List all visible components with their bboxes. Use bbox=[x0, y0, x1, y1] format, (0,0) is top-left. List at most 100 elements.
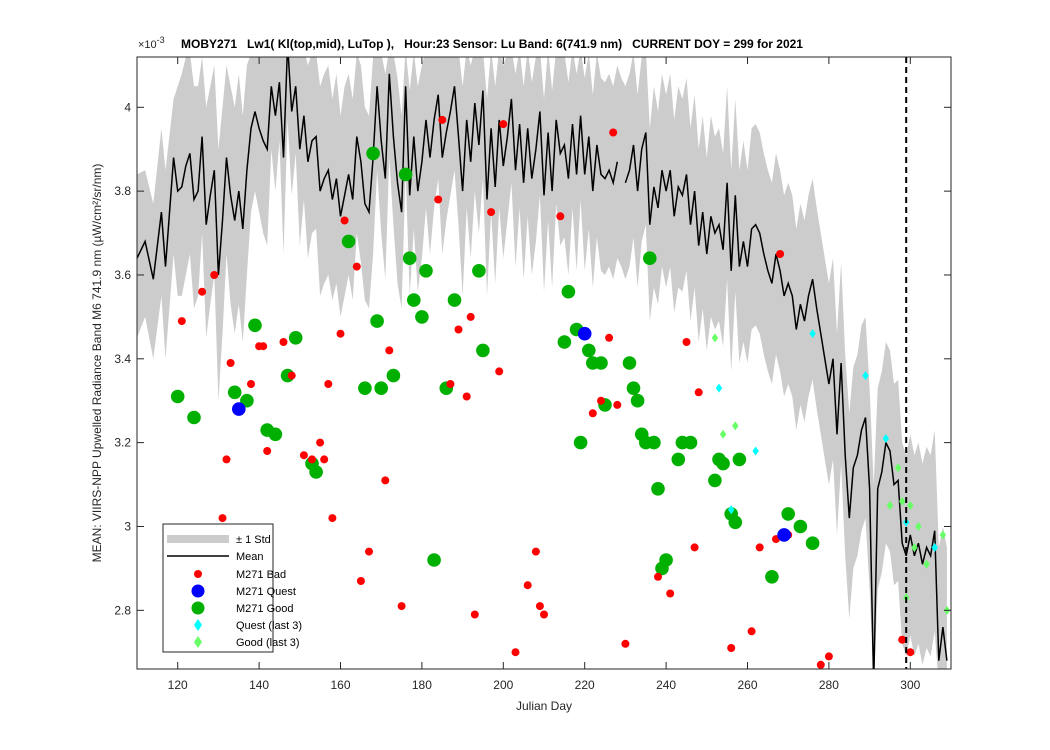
good-point bbox=[793, 519, 808, 534]
good-point bbox=[187, 410, 201, 425]
good-point bbox=[671, 452, 686, 467]
bad-point bbox=[218, 514, 227, 523]
bad-point bbox=[690, 543, 699, 552]
bad-point bbox=[613, 400, 622, 409]
good-last3-point bbox=[732, 421, 739, 431]
mean-line-layer bbox=[137, 57, 948, 669]
good-point bbox=[659, 553, 673, 567]
good-point bbox=[573, 435, 588, 450]
good-point bbox=[805, 536, 820, 550]
good-last3-point bbox=[911, 542, 918, 552]
y-tick-label: 3.2 bbox=[114, 436, 131, 450]
x-axis-label: Julian Day bbox=[516, 699, 572, 713]
bad-point bbox=[299, 451, 308, 460]
chart-title: MOBY271 Lw1( Kl(top,mid), LuTop ), Hour:… bbox=[181, 37, 803, 51]
good-point bbox=[643, 251, 657, 265]
good-point bbox=[240, 393, 254, 408]
bad-point bbox=[397, 602, 406, 611]
bad-point bbox=[682, 338, 691, 346]
bad-point bbox=[523, 581, 532, 590]
y-tick-label: 2.8 bbox=[114, 603, 131, 617]
good-point bbox=[476, 343, 490, 358]
bad-point bbox=[263, 447, 272, 455]
plot-frame bbox=[136, 56, 952, 670]
legend-quest-last3-marker bbox=[194, 619, 202, 631]
bad-point bbox=[438, 115, 447, 124]
bad-point bbox=[454, 325, 463, 334]
legend-box bbox=[162, 523, 274, 653]
good-point bbox=[594, 356, 608, 370]
y-axis-label: MEAN: VIIRS-NPP Upwelled Radiance Band M… bbox=[90, 164, 104, 563]
legend-good-last3-label: Good (last 3) bbox=[236, 637, 300, 649]
legend-quest-label: M271 Quest bbox=[236, 586, 296, 598]
bad-point bbox=[198, 287, 207, 296]
x-tick-label: 120 bbox=[168, 678, 188, 692]
good-point bbox=[407, 293, 421, 307]
bad-point bbox=[259, 342, 268, 351]
legend-good-last3-marker bbox=[194, 636, 202, 648]
x-tick-label: 220 bbox=[575, 678, 595, 692]
good-last3-point bbox=[939, 530, 947, 540]
good-point bbox=[651, 482, 665, 496]
y-tick-label: 3.6 bbox=[114, 268, 131, 282]
good-point bbox=[561, 284, 576, 299]
quest-last3-point bbox=[882, 433, 890, 443]
x-tick-label: 300 bbox=[900, 678, 920, 692]
x-axis-ticks: 120 140 160 180 200 220 240 260 280 300 bbox=[168, 57, 921, 692]
legend-bad-label: M271 Bad bbox=[236, 569, 286, 581]
good-point bbox=[288, 331, 303, 345]
good-point bbox=[626, 381, 641, 396]
bad-point bbox=[316, 438, 325, 447]
good-point bbox=[427, 553, 441, 567]
y-tick-label: 3 bbox=[124, 519, 131, 533]
mean-line bbox=[624, 132, 948, 669]
good-point bbox=[447, 293, 462, 307]
good-point bbox=[227, 385, 242, 400]
bad-point bbox=[328, 514, 337, 523]
bad-point bbox=[356, 577, 365, 585]
bad-point bbox=[385, 346, 394, 355]
quest-point bbox=[577, 326, 592, 341]
x-tick-label: 260 bbox=[737, 678, 757, 692]
mean-line bbox=[137, 57, 619, 280]
bad-point bbox=[226, 359, 235, 367]
quest-point bbox=[232, 402, 246, 416]
bad-point bbox=[210, 271, 219, 279]
good-point bbox=[728, 515, 743, 530]
good-point bbox=[781, 507, 795, 521]
quest-last3-point bbox=[752, 446, 759, 456]
bad-point bbox=[352, 262, 361, 271]
good-point bbox=[419, 264, 433, 278]
bad-point bbox=[776, 250, 785, 258]
legend-std-swatch bbox=[167, 535, 229, 543]
good-point bbox=[366, 146, 380, 161]
bad-point bbox=[816, 660, 825, 669]
y-tick-label: 3.4 bbox=[114, 352, 131, 366]
bad-point bbox=[279, 338, 288, 346]
bad-point bbox=[177, 317, 186, 326]
bad-point bbox=[324, 380, 333, 388]
bad-point bbox=[446, 380, 455, 388]
good-last3-point bbox=[719, 429, 727, 439]
bad-point bbox=[588, 409, 597, 418]
good-point bbox=[732, 452, 747, 467]
legend: ± 1 Std Mean M271 Bad M271 Quest M271 Go… bbox=[162, 523, 302, 653]
bad-point bbox=[365, 547, 373, 556]
bad-point bbox=[535, 602, 544, 611]
bad-point bbox=[605, 333, 614, 342]
quest-point bbox=[777, 528, 791, 542]
bad-point bbox=[466, 312, 475, 321]
x-tick-label: 200 bbox=[493, 678, 513, 692]
legend-quest-marker bbox=[191, 584, 205, 598]
good-last3-point bbox=[894, 463, 902, 473]
good-point bbox=[647, 435, 661, 450]
bad-point bbox=[336, 329, 345, 338]
bad-point bbox=[470, 610, 479, 619]
legend-quest-last3-label: Quest (last 3) bbox=[236, 620, 302, 632]
y-tick-label: 3.8 bbox=[114, 184, 131, 198]
bad-point bbox=[906, 648, 915, 657]
bad-point bbox=[320, 455, 329, 464]
bad-point bbox=[381, 476, 390, 485]
good-point bbox=[374, 381, 389, 396]
bad-point bbox=[556, 212, 565, 221]
